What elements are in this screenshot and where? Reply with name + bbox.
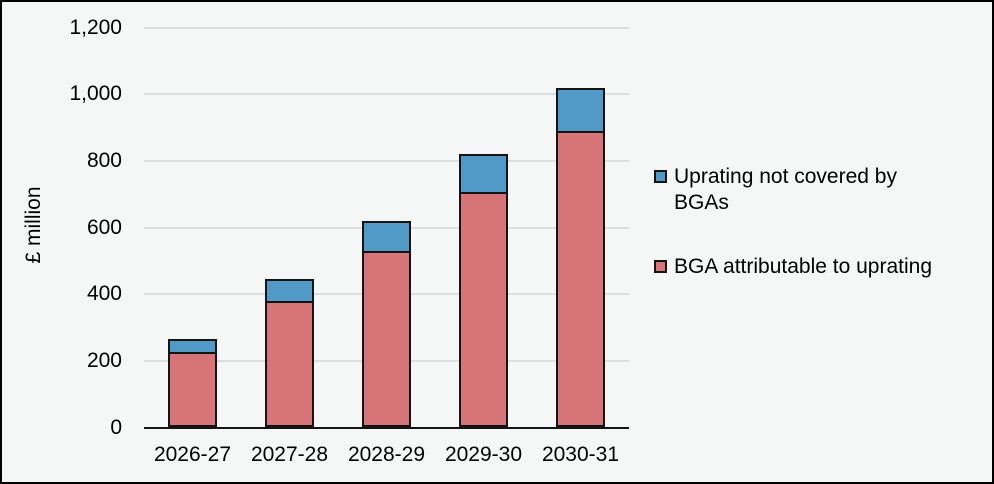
y-tick-label-0: 0 — [110, 415, 122, 439]
bar-segment-bga-2027-28 — [265, 300, 314, 428]
legend-label: Uprating not covered by BGAs — [674, 165, 897, 214]
bar-segment-uprating-not-covered-2027-28 — [265, 279, 314, 301]
x-axis-line — [144, 426, 629, 429]
gridline-800 — [144, 159, 629, 162]
bar-segment-bga-2026-27 — [168, 352, 217, 428]
x-tick-label-2029-30: 2029-30 — [444, 443, 523, 466]
legend-item-1: BGA attributable to uprating — [654, 254, 966, 280]
gridline-1200 — [144, 26, 629, 29]
bar-segment-bga-2030-31 — [556, 130, 605, 428]
legend: Uprating not covered by BGAs BGA attribut… — [654, 164, 966, 280]
x-tick-label-2026-27: 2026-27 — [153, 443, 232, 466]
bar-segment-bga-2029-30 — [459, 192, 508, 428]
legend-item-0: Uprating not covered by BGAs — [654, 164, 966, 216]
gridline-1000 — [144, 93, 629, 96]
y-tick-label-200: 200 — [86, 348, 122, 372]
bar-2030-31 — [556, 87, 605, 428]
y-tick-label-1000: 1,000 — [69, 82, 122, 106]
bar-segment-uprating-not-covered-2029-30 — [459, 154, 508, 193]
legend-label: BGA attributable to uprating — [674, 255, 932, 278]
x-tick-label-2027-28: 2027-28 — [250, 443, 329, 466]
legend-swatch-icon — [654, 260, 667, 273]
bar-segment-uprating-not-covered-2026-27 — [168, 339, 217, 353]
x-tick-label-2030-31: 2030-31 — [541, 443, 620, 466]
y-tick-label-600: 600 — [86, 215, 122, 239]
x-tick-label-2028-29: 2028-29 — [347, 443, 426, 466]
bar-segment-bga-2028-29 — [362, 250, 411, 428]
y-tick-label-400: 400 — [86, 282, 122, 306]
legend-swatch-icon — [654, 170, 667, 183]
y-tick-label-1200: 1,200 — [69, 15, 122, 39]
bar-2027-28 — [265, 279, 314, 428]
bar-segment-uprating-not-covered-2028-29 — [362, 220, 411, 251]
bar-2028-29 — [362, 220, 411, 428]
bar-2026-27 — [168, 339, 217, 428]
y-tick-label-800: 800 — [86, 148, 122, 172]
bar-2029-30 — [459, 154, 508, 428]
bar-segment-uprating-not-covered-2030-31 — [556, 87, 605, 131]
